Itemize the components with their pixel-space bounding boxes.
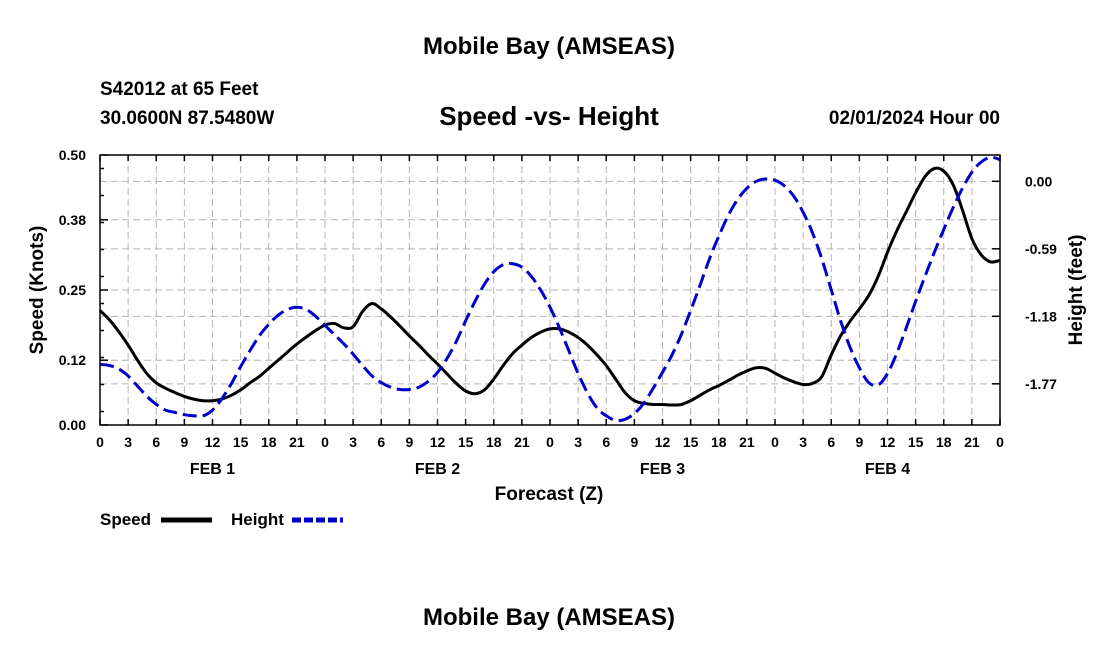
x-tick-label: 6 — [827, 434, 835, 450]
x-tick-label: 9 — [855, 434, 863, 450]
y2-tick-label: 0.00 — [1025, 173, 1052, 189]
day-label: FEB 1 — [190, 461, 235, 478]
x-tick-label: 0 — [546, 434, 554, 450]
day-label: FEB 2 — [415, 461, 460, 478]
x-tick-label: 18 — [936, 434, 952, 450]
y-tick-label: 0.50 — [59, 147, 86, 163]
next-chart-title: Mobile Bay (AMSEAS) — [423, 604, 675, 631]
y2-tick-label: -1.77 — [1025, 376, 1057, 392]
legend: Speed Height — [100, 510, 343, 529]
x-tick-label: 15 — [233, 434, 249, 450]
x-tick-label: 0 — [771, 434, 779, 450]
x-tick-label: 6 — [377, 434, 385, 450]
x-tick-label: 21 — [514, 434, 530, 450]
chart-subtitle: Speed -vs- Height — [439, 101, 659, 131]
y2-axis-label: Height (feet) — [1066, 235, 1087, 346]
legend-height-label: Height — [231, 510, 284, 529]
x-tick-label: 12 — [205, 434, 221, 450]
x-tick-label: 3 — [124, 434, 132, 450]
y-tick-label: 0.00 — [59, 417, 86, 433]
day-label: FEB 3 — [640, 461, 685, 478]
x-axis-label: Forecast (Z) — [495, 484, 604, 505]
x-tick-label: 0 — [996, 434, 1004, 450]
x-tick-label: 0 — [96, 434, 104, 450]
series-line-speed — [98, 166, 1001, 407]
x-tick-label: 12 — [430, 434, 446, 450]
legend-speed-label: Speed — [100, 510, 151, 529]
x-tick-label: 3 — [799, 434, 807, 450]
x-tick-label: 21 — [964, 434, 980, 450]
y2-tick-label: -1.18 — [1025, 308, 1057, 324]
y-tick-label: 0.12 — [59, 352, 86, 368]
x-tick-label: 15 — [683, 434, 699, 450]
x-tick-label: 15 — [458, 434, 474, 450]
y-axis-label: Speed (Knots) — [27, 226, 48, 355]
x-tick-label: 12 — [880, 434, 896, 450]
coordinates-label: 30.0600N 87.5480W — [100, 108, 274, 129]
x-tick-label: 0 — [321, 434, 329, 450]
y-tick-label: 0.25 — [59, 282, 86, 298]
series-line-height — [99, 155, 1001, 423]
axis-ticks — [99, 154, 1001, 426]
x-tick-label: 15 — [908, 434, 924, 450]
x-tick-label: 12 — [655, 434, 671, 450]
x-tick-label: 18 — [711, 434, 727, 450]
y-tick-label: 0.38 — [59, 212, 86, 228]
x-tick-label: 6 — [602, 434, 610, 450]
x-tick-label: 18 — [261, 434, 277, 450]
grid-lines — [100, 155, 1000, 425]
x-tick-label: 9 — [180, 434, 188, 450]
x-tick-label: 18 — [486, 434, 502, 450]
station-label: S42012 at 65 Feet — [100, 79, 259, 100]
x-tick-label: 6 — [152, 434, 160, 450]
series-layer — [98, 155, 1001, 423]
day-label: FEB 4 — [865, 461, 910, 478]
x-tick-label: 3 — [349, 434, 357, 450]
x-tick-label: 9 — [630, 434, 638, 450]
x-tick-label: 21 — [289, 434, 305, 450]
y2-tick-label: -0.59 — [1025, 241, 1057, 257]
chart-main-title: Mobile Bay (AMSEAS) — [423, 33, 675, 60]
x-tick-label: 3 — [574, 434, 582, 450]
x-tick-label: 21 — [739, 434, 755, 450]
x-tick-label: 9 — [405, 434, 413, 450]
forecast-datetime: 02/01/2024 Hour 00 — [829, 108, 1000, 129]
